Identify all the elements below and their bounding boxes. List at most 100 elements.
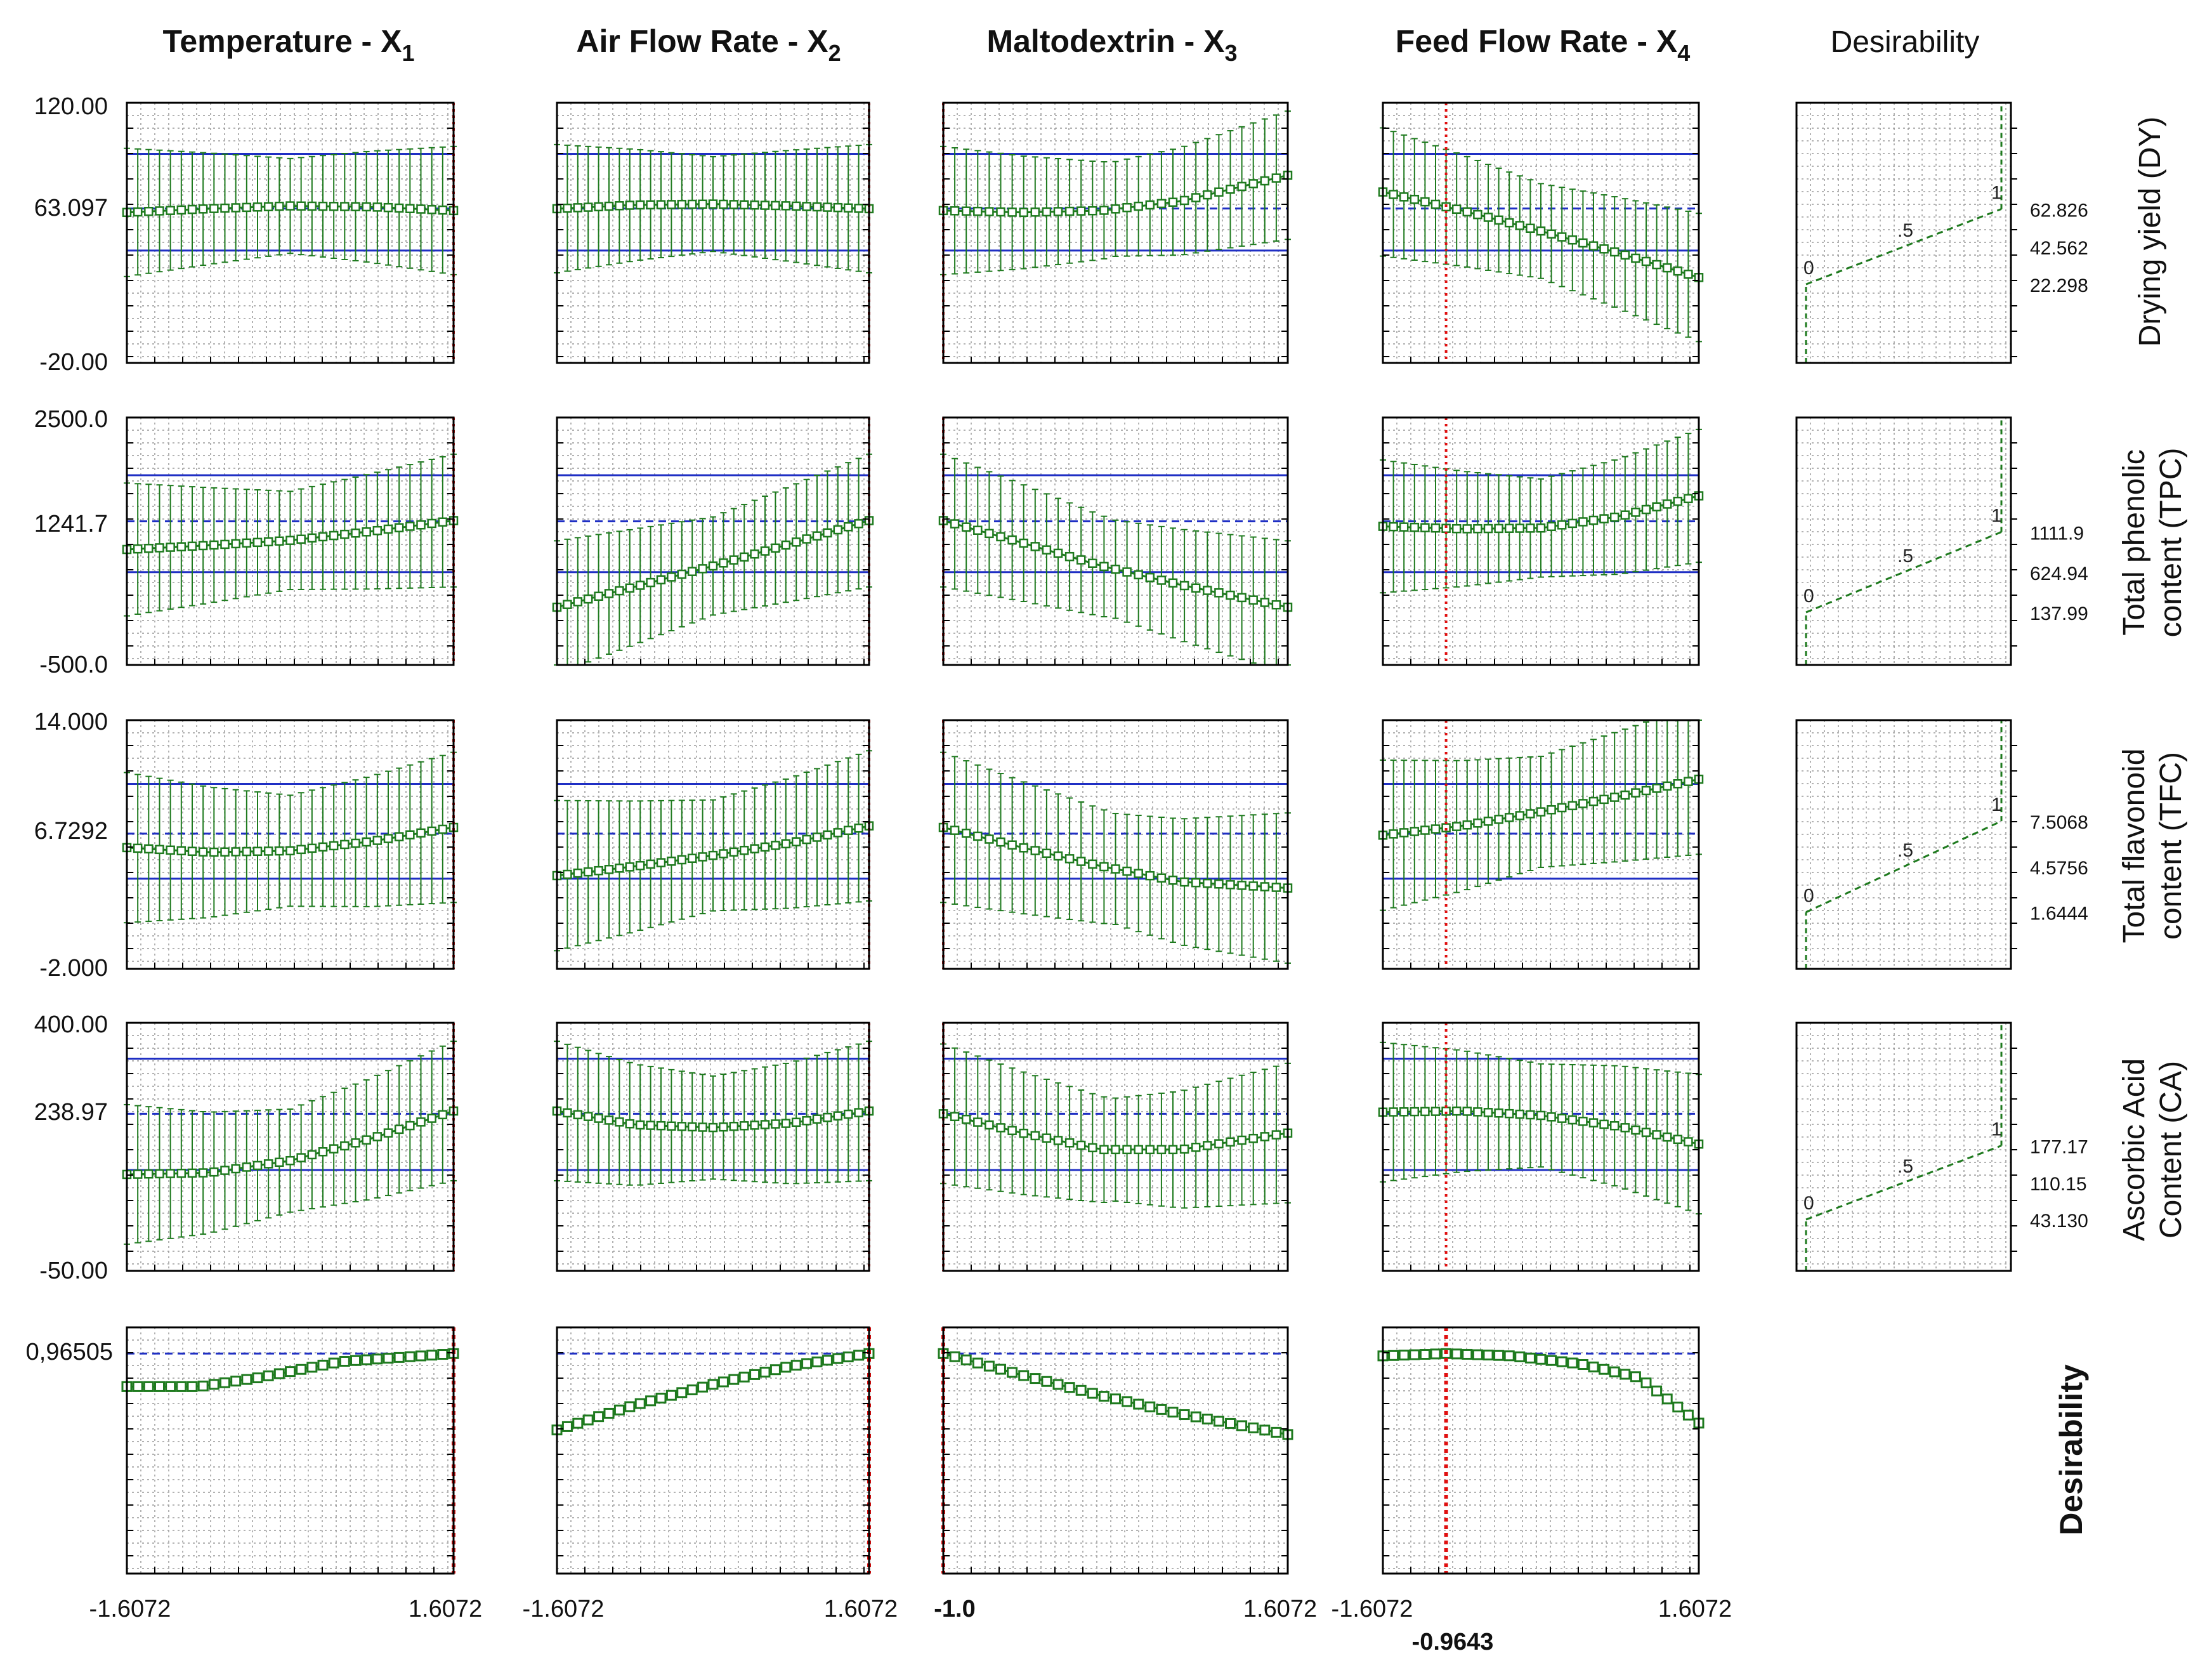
- panel-r3-c3-point-marker: [1122, 866, 1132, 876]
- desir-row-c3-point-marker: [1190, 1411, 1201, 1423]
- panel-r1-c1-point-marker: [133, 207, 143, 217]
- panel-r1-c4-point-marker: [1599, 244, 1609, 254]
- desir-row-c2-point-marker: [821, 1355, 833, 1366]
- panel-r1-c3-point-marker: [1214, 187, 1224, 197]
- panel-r3-c4-point-marker: [1536, 807, 1546, 817]
- panel-r3-c2-point-marker: [802, 834, 811, 845]
- desir-panel-r2-anchor-label: 624.94: [2030, 563, 2088, 584]
- desir-row-c1-point-marker: [361, 1354, 372, 1365]
- panel-r3-c4-point-marker: [1641, 786, 1651, 796]
- panel-r1-c4-point-marker: [1578, 238, 1588, 248]
- panel-r4-c2-point-marker: [719, 1122, 728, 1132]
- panel-r4-c1-point-marker: [187, 1168, 197, 1178]
- x-min-label-air-flow: -1.6072: [523, 1596, 605, 1622]
- panel-r2-c4-point-marker: [1515, 523, 1525, 533]
- panel-r4-c1-point-marker: [405, 1121, 415, 1131]
- x-max-label-feed-flow: 1.6072: [1658, 1596, 1732, 1622]
- panel-r2-c2-point-marker: [646, 577, 655, 588]
- panel-r1-c2-point-marker: [833, 202, 843, 213]
- panel-r4-c2-point-marker: [854, 1108, 863, 1117]
- panel-r1-c1-point-marker: [296, 201, 306, 211]
- panel-r3-c3-point-marker: [1099, 862, 1109, 872]
- panel-r1-c1-point-marker: [252, 202, 263, 212]
- panel-r4-c3-point-marker: [1134, 1145, 1143, 1155]
- panel-r4-c4-frame: [1382, 1022, 1700, 1272]
- desir-row-c4-point-marker: [1567, 1357, 1578, 1369]
- panel-r1-c3-point-marker: [1099, 206, 1109, 215]
- panel-r3-c4-point-marker: [1494, 815, 1503, 824]
- panel-r1-c2-point-marker: [739, 200, 749, 210]
- desir-row-c3-point-marker: [1156, 1404, 1167, 1415]
- panel-r2-c3-point-marker: [1214, 588, 1224, 598]
- panel-r1-c4-point-marker: [1483, 213, 1493, 222]
- row-title-desirability: Desirability: [2053, 1364, 2089, 1535]
- panel-r1-c4-point-marker: [1430, 199, 1441, 209]
- panel-r3-c1-point-marker: [155, 845, 164, 855]
- desir-row-c2-point-marker: [717, 1376, 729, 1388]
- panel-r2-c4-point-marker: [1567, 518, 1578, 529]
- panel-r1-c3-point-marker: [1019, 207, 1028, 217]
- x-min-label-feed-flow: -1.6072: [1332, 1596, 1413, 1622]
- desir-row-c2-point-marker: [603, 1407, 615, 1419]
- panel-r3-c4-point-marker: [1652, 784, 1661, 793]
- desir-row-c1-point-marker: [252, 1372, 263, 1384]
- panel-r3-c1-point-marker: [405, 830, 415, 840]
- panel-r1-c1-frame: [126, 102, 455, 364]
- panel-r3-c4-point-marker: [1410, 827, 1420, 836]
- desir-panel-r2-scale-label-1: 1: [1991, 505, 2002, 526]
- panel-r2-c3-point-marker: [1168, 578, 1178, 588]
- panel-r4-c2-point-marker: [812, 1114, 822, 1124]
- panel-r2-c4-point-marker: [1609, 512, 1620, 522]
- panel-r2-c4-point-marker: [1420, 523, 1430, 532]
- panel-r1-c2-point-marker: [791, 201, 801, 211]
- panel-r1-c1-point-marker: [144, 206, 154, 216]
- panel-r4-c4-point-marker: [1652, 1130, 1661, 1140]
- panel-r1-c2-point-marker: [667, 200, 676, 209]
- panel-r2-c1-point-marker: [383, 524, 393, 534]
- panel-r1-c1-point-marker: [372, 202, 383, 212]
- panel-r4-c4-point-marker: [1430, 1107, 1441, 1116]
- panel-r2-c4-point-marker: [1641, 504, 1651, 515]
- desir-panel-r3-desir-ramp: [1805, 820, 2002, 914]
- desir-row-c1-point-marker: [437, 1349, 448, 1360]
- desir-panel-r1-anchor-label: 42.562: [2030, 238, 2088, 259]
- panel-r3-c4-point-marker: [1547, 805, 1556, 815]
- panel-r2-c2-point-marker: [677, 569, 687, 579]
- panel-r2-c3-point-marker: [1237, 593, 1247, 603]
- panel-r3-c3-point-marker: [1019, 843, 1028, 853]
- desir-panel-r2-anchor-label: 1111.9: [2030, 523, 2084, 544]
- panel-r3-c2-point-marker: [760, 842, 770, 852]
- panel-r4-c3-point-marker: [1271, 1130, 1281, 1140]
- panel-r2-c3-point-marker: [1271, 600, 1281, 610]
- panel-r2-c4-point-marker: [1547, 522, 1556, 532]
- panel-r2-c4-point-marker: [1536, 523, 1546, 533]
- panel-r1-c1-point-marker: [394, 203, 404, 213]
- panel-r4-c3-point-marker: [985, 1120, 994, 1130]
- panel-r2-c3-point-marker: [1248, 595, 1258, 605]
- panel-r1-c2-point-marker: [729, 200, 739, 209]
- panel-r3-c3-frame: [942, 719, 1289, 970]
- desir-panel-r4-anchor-label: 43.130: [2030, 1211, 2088, 1232]
- panel-r2-c4-point-marker: [1684, 494, 1693, 504]
- desir-row-c3-point-marker: [1007, 1367, 1018, 1378]
- desir-row-c2-point-marker: [561, 1421, 573, 1432]
- desir-row-c2-point-marker: [759, 1367, 771, 1378]
- panel-r1-c4-point-marker: [1526, 223, 1535, 233]
- panel-r3-c3-point-marker: [1111, 864, 1120, 874]
- desir-row-c4-point-marker: [1503, 1350, 1515, 1362]
- panel-r4-c2-point-marker: [604, 1115, 614, 1125]
- panel-r4-c1-point-marker: [252, 1160, 263, 1171]
- desir-row-c1-point-marker: [383, 1353, 394, 1364]
- desir-row-c4-point-marker: [1493, 1350, 1505, 1361]
- panel-r4-c1-point-marker: [231, 1164, 240, 1174]
- row-title-ca: Ascorbic Acid Content (CA): [2117, 1058, 2188, 1241]
- panel-r1-c4-point-marker: [1631, 253, 1640, 263]
- x-current-label-feed-flow: -0.9643: [1412, 1629, 1494, 1655]
- panel-r2-c3-point-marker: [1042, 545, 1052, 555]
- panel-r3-c2-point-marker: [615, 864, 624, 873]
- panel-r4-c1-point-marker: [176, 1168, 187, 1178]
- panel-r2-c2-point-marker: [708, 561, 718, 571]
- panel-r1-c4-point-marker: [1536, 226, 1546, 236]
- panel-r2-c4-point-marker: [1599, 514, 1609, 523]
- panel-r2-c4-point-marker: [1483, 523, 1493, 534]
